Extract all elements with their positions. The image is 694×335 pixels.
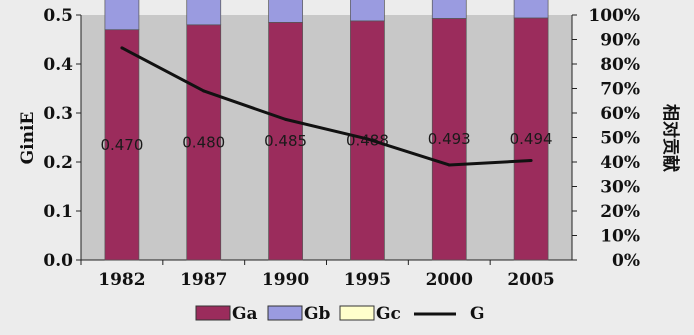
x-tick-label: 2005 (507, 270, 554, 290)
legend-label-gc: Gc (376, 304, 401, 324)
y-tick-label: 0.5 (43, 6, 73, 26)
y2-axis-title: 相对贡献 (660, 104, 681, 172)
plot-area (81, 15, 572, 260)
x-tick-label: 2000 (426, 270, 473, 290)
y2-tick-label: 80% (600, 55, 640, 75)
line-point-g-2005 (529, 159, 533, 163)
bar-ga-2005 (513, 17, 549, 261)
x-tick-label: 1982 (98, 270, 145, 290)
line-point-g-2000 (447, 163, 451, 167)
y2-tick-label: 30% (600, 178, 640, 198)
y2-tick-label: 70% (600, 80, 640, 100)
y-tick-label: 0.4 (43, 55, 73, 75)
y2-tick-label: 60% (600, 104, 640, 124)
bar-gb-2000 (431, 0, 467, 19)
data-label-ga-2005: 0.494 (510, 130, 553, 148)
bar-ga-1982 (104, 29, 140, 261)
data-label-ga-1987: 0.480 (182, 133, 225, 151)
bar-gb-1982 (104, 0, 140, 31)
data-label-ga-1982: 0.470 (100, 136, 143, 154)
legend-swatch-ga (195, 305, 231, 321)
bar-ga-2000 (431, 18, 467, 261)
y2-tick-label: 50% (600, 129, 640, 149)
x-tick-label: 1990 (262, 270, 309, 290)
line-point-g-1990 (284, 117, 288, 121)
x-tick-label: 1987 (180, 270, 227, 290)
legend-swatch-gb (267, 305, 303, 321)
legend-label-gb: Gb (304, 304, 331, 324)
bar-gb-2005 (513, 0, 549, 19)
bar-gb-1987 (186, 0, 222, 26)
data-label-ga-2000: 0.493 (428, 130, 471, 148)
y-tick-label: 0.0 (43, 251, 73, 271)
y-tick-label: 0.2 (43, 153, 73, 173)
y2-tick-label: 40% (600, 153, 640, 173)
y2-tick-label: 20% (600, 202, 640, 222)
line-point-g-1982 (120, 46, 124, 50)
data-label-ga-1990: 0.485 (264, 132, 307, 150)
legend-swatch-gc (339, 305, 375, 321)
bar-ga-1987 (186, 24, 222, 261)
legend-label-g: G (470, 304, 485, 324)
y2-tick-label: 10% (600, 227, 640, 247)
y-tick-label: 0.3 (43, 104, 73, 124)
bar-gb-1990 (268, 0, 303, 23)
y2-tick-label: 0% (612, 251, 640, 271)
y-tick-label: 0.1 (43, 202, 73, 222)
bar-ga-1990 (268, 22, 303, 261)
line-series-g (121, 46, 532, 167)
legend-label-ga: Ga (232, 304, 258, 324)
line-point-g-1995 (365, 137, 369, 141)
y2-tick-label: 100% (588, 6, 640, 26)
y-axis-title: GiniE (18, 112, 38, 165)
bar-gb-1995 (350, 0, 385, 22)
line-point-g-1987 (202, 89, 206, 93)
y2-tick-label: 90% (600, 31, 640, 51)
x-tick-label: 1995 (344, 270, 391, 290)
